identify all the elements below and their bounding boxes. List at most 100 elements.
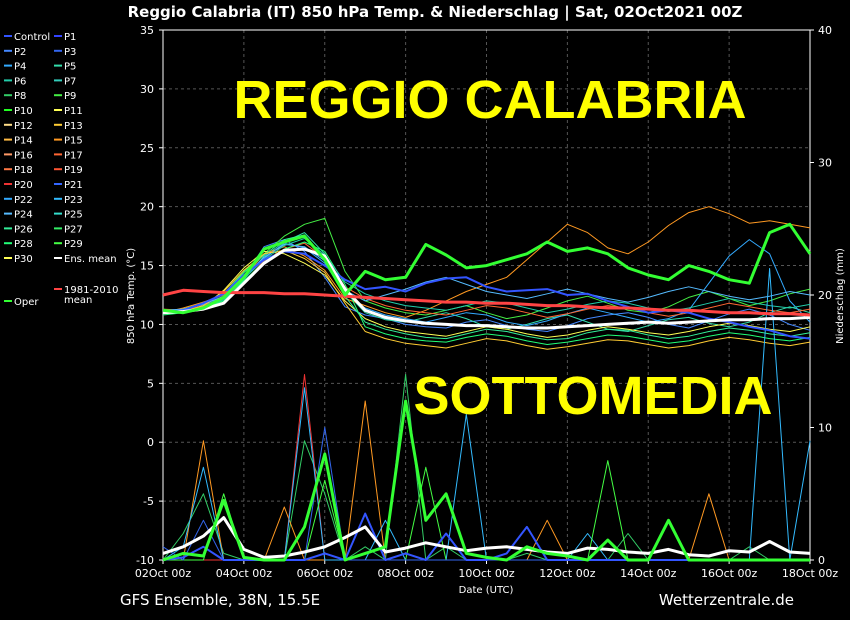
y-tick-label: 10 [140,318,154,331]
y-tick-label: 20 [140,201,154,214]
chart-title: Reggio Calabria (IT) 850 hPa Temp. & Nie… [128,3,743,22]
legend-item-p1: P1 [54,32,76,43]
y2-tick-label: 30 [818,157,832,170]
y2-axis-ticks: 0 10 20 30 40 [810,24,832,567]
legend-label: P23 [64,195,83,206]
legend-label: 1981-2010 [64,285,119,296]
legend-label: P19 [64,165,83,176]
series-line-ens-mean [162,247,811,330]
legend-item-p22: P22 [4,195,33,206]
y2-axis-label: Niederschlag (mm) [835,248,846,344]
series-line-p15 [162,206,811,318]
legend-item-p27: P27 [54,224,83,235]
legend-item-p18: P18 [4,165,33,176]
legend-item-p15: P15 [54,136,83,147]
y-tick-label: 0 [147,436,154,449]
series-line-p6 [162,238,811,314]
x-tick-label: 02Oct 00z [135,567,192,580]
y-tick-label: 15 [140,260,154,273]
y-axis-ticks: -10 -5 0 5 10 15 20 25 30 35 [136,24,163,567]
legend-label: P8 [14,91,26,102]
annotation-below-average: SOTTOMEDIA [413,366,772,426]
legend-item-p29: P29 [54,239,83,250]
series-line-control [162,250,811,340]
legend-label: P21 [64,180,83,191]
legend-label: P26 [14,224,33,235]
x-tick-label: 16Oct 00z [701,567,758,580]
legend-item-p16: P16 [4,150,33,161]
legend-item-p7: P7 [54,76,76,87]
y-tick-label: 30 [140,83,154,96]
legend-label: P22 [14,195,33,206]
legend-label: P12 [14,121,33,132]
legend: Control P1 P2 P3 P4 P5 P6 P7 P8 P9 P10 P11 P12 P13 P14… [4,32,119,308]
series-line-p13 [162,249,811,350]
legend-item-p28: P28 [4,239,33,250]
x-tick-label: 06Oct 00z [297,567,354,580]
legend-label: Ens. mean [64,254,117,265]
legend-item-p17: P17 [54,150,83,161]
legend-item-ens-mean: Ens. mean [54,254,117,265]
legend-item-p24: P24 [4,210,33,221]
legend-label: P10 [14,106,33,117]
legend-item-p25: P25 [54,210,83,221]
footer-source: Wetterzentrale.de [659,591,794,609]
y-tick-label: -10 [136,554,154,567]
x-axis-label: Date (UTC) [459,585,514,596]
legend-label: mean [64,295,92,306]
series-line-1981-2010-mean [162,288,811,317]
legend-item-p9: P9 [54,91,76,102]
y2-tick-label: 0 [818,554,825,567]
legend-item-p8: P8 [4,91,26,102]
legend-label: P20 [14,180,33,191]
legend-label: P2 [14,47,26,58]
y-tick-label: 5 [147,377,154,390]
legend-label: P18 [14,165,33,176]
footer-model-info: GFS Ensemble, 38N, 15.5E [120,591,320,609]
legend-label: P14 [14,136,33,147]
legend-item-p2: P2 [4,47,26,58]
annotation-city: REGGIO CALABRIA [234,70,747,130]
legend-label: P16 [14,150,33,161]
series-line-ens-mean-precip [162,516,811,559]
legend-label: P15 [64,136,83,147]
y-tick-label: 25 [140,142,154,155]
legend-label: P27 [64,224,83,235]
legend-label: Control [14,32,50,43]
x-axis-ticks: 02Oct 00z 04Oct 00z 06Oct 00z 08Oct 00z 10Oc… [135,560,838,580]
legend-label: P3 [64,47,76,58]
legend-label: P7 [64,76,76,87]
legend-label: P29 [64,239,83,250]
legend-label: P5 [64,62,76,73]
x-tick-label: 14Oct 00z [620,567,677,580]
legend-item-p12: P12 [4,121,33,132]
legend-label: P28 [14,239,33,250]
y-tick-label: 35 [140,24,154,37]
y2-tick-label: 10 [818,422,832,435]
legend-label: P6 [14,76,26,87]
legend-item-p6: P6 [4,76,26,87]
y-axis-label: 850 hPa Temp. (°C) [126,248,137,344]
legend-item-p13: P13 [54,121,83,132]
legend-label: Oper [14,297,39,308]
y2-tick-label: 20 [818,289,832,302]
legend-item-p26: P26 [4,224,33,235]
legend-item-p30: P30 [4,254,33,265]
legend-item-p11: P11 [54,106,83,117]
legend-label: P1 [64,32,76,43]
legend-label: P9 [64,91,76,102]
legend-item-oper: Oper [4,297,39,308]
x-tick-label: 04Oct 00z [216,567,273,580]
legend-item-control: Control [4,32,50,43]
legend-label: P25 [64,210,83,221]
legend-item-p5: P5 [54,62,76,73]
series-line-p2 [162,239,811,332]
legend-label: P11 [64,106,83,117]
legend-item-p10: P10 [4,106,33,117]
series-line-oper-precip [162,399,810,562]
legend-item-p4: P4 [4,62,26,73]
legend-label: P17 [64,150,83,161]
legend-item-p3: P3 [54,47,76,58]
y2-tick-label: 40 [818,24,832,37]
